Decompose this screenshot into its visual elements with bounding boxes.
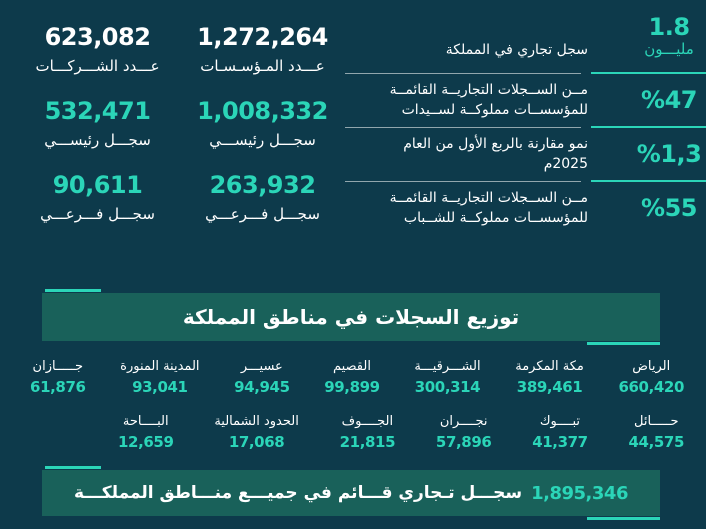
region-name: المدينة المنورة [120,359,200,374]
establishments-total: 1,272,264 [197,23,328,51]
companies-total: 623,082 [44,23,151,51]
banner-accent-line-top [45,466,101,469]
regions-row-1: الرياض 660,420 مكة المكرمة 389,461 الشــ… [30,358,684,397]
companies-branch-register: 90,611 [52,171,143,199]
divider-3-accent-segment [591,180,706,182]
stat-youth-owned-number: %55 [588,195,706,221]
companies-main-register-label: سجـــل رئيســـي [44,131,151,149]
stat-youth-owned: %55 مــن الســجلات التجاريــة القائمــة … [345,182,706,234]
total-registrations-value: 1,895,346 [531,482,628,504]
companies-column: 623,082 عـــدد الشـــركـــات 532,471 سجـ… [15,22,180,244]
region-value: 99,899 [324,378,380,396]
region-name: الجــــوف [341,414,394,429]
region-value: 41,377 [532,433,588,451]
divider-2-accent-segment [591,126,706,128]
highlight-stats-section: 1.8 مليـــون سجل تجاري في المملكة %47 مـ… [345,10,706,234]
divider-1-light-segment [345,72,581,74]
region-name: حـــــائل [634,414,679,429]
stat-youth-owned-value: %55 [641,194,697,222]
stat-growth-value: %1,3 [636,140,702,168]
region-makkah: مكة المكرمة 389,461 [515,358,584,397]
divider-2 [345,126,706,128]
region-name: تبــــوك [539,414,581,429]
establishments-branch-register-label: سجـــل فـــرعـــي [205,205,320,223]
region-value: 44,575 [628,433,685,451]
companies-branch-register-label: سجـــل فـــرعـــي [40,205,155,223]
establishments-branch-register: 263,932 [209,171,316,199]
stat-total-registrations: 1.8 مليـــون سجل تجاري في المملكة [345,10,706,72]
region-asir: عسيـــر 94,945 [234,358,290,397]
total-banner: 1,895,346 سجـــل تـجاري قـــائم في جميــ… [42,466,660,520]
region-name: مكة المكرمة [515,359,584,374]
divider-3 [345,180,706,182]
stat-total-registrations-unit: مليـــون [644,40,694,58]
region-baha: البــــاحة 12,659 [118,413,174,452]
divider-2-light-segment [345,126,581,128]
region-eastern: الشـــرقيـــة 300,314 [414,358,480,397]
region-name: الشـــرقيـــة [414,359,481,374]
region-riyadh: الرياض 660,420 [618,358,684,397]
region-najran: نجــــران 57,896 [435,413,492,452]
total-banner-content: 1,895,346 سجـــل تـجاري قـــائم في جميــ… [74,483,628,504]
region-madinah: المدينة المنورة 93,041 [120,358,199,397]
stat-women-owned-text: مــن الســجلات التجاريــة القائمــة للمؤ… [389,82,588,118]
region-value: 93,041 [132,378,188,396]
stat-total-registrations-value: 1.8 [648,13,691,41]
companies-main-register: 532,471 [44,97,151,125]
establishments-main-register: 1,008,332 [197,97,328,125]
regions-row-2: حـــــائل 44,575 تبــــوك 41,377 نجــــر… [118,413,684,452]
region-name: نجــــران [439,414,488,429]
establishments-total-label: عـــدد المـؤسـسـات [200,57,325,75]
stat-total-registrations-number: 1.8 مليـــون [588,14,706,58]
region-value: 12,659 [118,433,174,451]
stat-growth: %1,3 نمو مقارنة بالربع الأول من العام 20… [345,128,706,180]
distribution-banner-title: توزيع السجلات في مناطق المملكة [182,305,520,329]
banner-accent-line-top [45,289,101,292]
region-tabuk: تبــــوك 41,377 [532,413,588,452]
total-registrations-label: سجـــل تـجاري قـــائم في جميـــع منـــاط… [74,483,523,503]
entity-stats-section: 1,272,264 عـــدد المـؤسـسـات 1,008,332 س… [15,22,345,244]
region-name: الرياض [632,359,671,374]
banner-accent-line-bottom [587,342,660,345]
stat-growth-number: %1,3 [588,141,706,167]
stat-women-owned-number: %47 [588,87,706,113]
region-name: جـــــازان [32,359,84,374]
stat-total-registrations-text: سجل تجاري في المملكة [445,42,588,58]
divider-1 [345,72,706,74]
region-value: 389,461 [516,378,583,396]
region-value: 300,314 [414,378,481,396]
region-value: 660,420 [618,378,684,396]
divider-1-accent-segment [591,72,706,74]
region-jazan: جـــــازان 61,876 [30,358,86,397]
stat-youth-owned-text: مــن الســجلات التجاريــة القائمــة للمؤ… [389,190,588,226]
establishments-column: 1,272,264 عـــدد المـؤسـسـات 1,008,332 س… [180,22,345,244]
region-name: القصيم [332,359,371,374]
stat-growth-text: نمو مقارنة بالربع الأول من العام 2025م [403,136,588,172]
region-value: 17,068 [228,433,285,451]
companies-total-label: عـــدد الشـــركـــات [35,57,160,75]
region-name: عسيـــر [240,359,283,374]
distribution-banner: توزيع السجلات في مناطق المملكة [42,289,660,345]
region-name: البــــاحة [122,414,169,429]
region-value: 21,815 [339,433,396,451]
region-value: 94,945 [234,378,290,396]
region-value: 61,876 [30,378,86,396]
stat-women-owned-value: %47 [641,86,697,114]
divider-3-light-segment [345,180,581,182]
region-hail: حـــــائل 44,575 [628,413,685,452]
region-qassim: القصيم 99,899 [324,358,380,397]
establishments-main-register-label: سجـــل رئيســـي [209,131,316,149]
region-value: 57,896 [435,433,492,451]
region-jouf: الجــــوف 21,815 [339,413,396,452]
region-northern-borders: الحدود الشمالية 17,068 [214,413,299,452]
stat-women-owned: %47 مــن الســجلات التجاريــة القائمــة … [345,74,706,126]
banner-accent-line-bottom [587,517,660,520]
region-name: الحدود الشمالية [214,414,299,429]
